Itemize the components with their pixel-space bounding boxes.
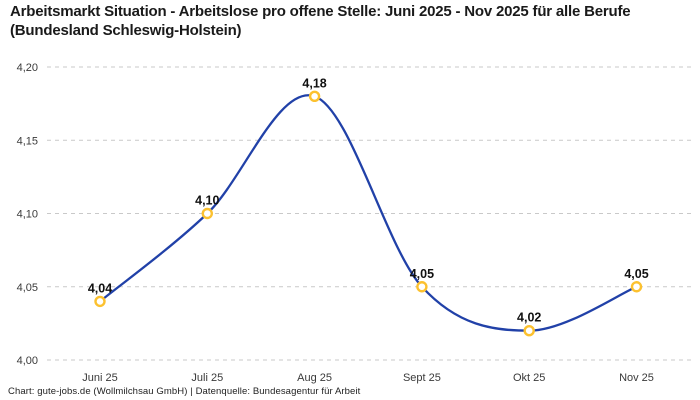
y-axis-tick-label: 4,20: [17, 62, 38, 74]
data-point-label: 4,10: [195, 194, 219, 208]
y-axis-tick-label: 4,00: [17, 355, 38, 367]
data-point-marker: [94, 295, 106, 308]
chart-footer-credit: Chart: gute-jobs.de (Wollmilchsau GmbH) …: [8, 386, 361, 397]
data-point-marker: [630, 281, 643, 293]
x-axis-tick-label: Sept 25: [403, 372, 441, 384]
x-axis-tick-label: Nov 25: [619, 372, 654, 384]
x-axis-tick-label: Juni 25: [82, 372, 117, 384]
y-axis-tick-label: 4,15: [17, 135, 38, 147]
data-point-label: 4,18: [302, 76, 326, 90]
chart-title: Arbeitsmarkt Situation - Arbeitslose pro…: [10, 3, 631, 39]
data-point-marker: [308, 90, 321, 103]
x-axis-tick-label: Okt 25: [513, 372, 545, 384]
data-point-label: 4,05: [624, 267, 648, 281]
data-point-label: 4,05: [410, 267, 434, 281]
data-point-label: 4,02: [517, 311, 541, 325]
data-point-marker: [416, 281, 428, 293]
x-axis-tick-label: Juli 25: [191, 372, 223, 384]
data-point-marker: [201, 207, 214, 220]
data-point-marker: [523, 325, 535, 337]
line-series: [98, 94, 638, 332]
data-point-label: 4,04: [88, 281, 112, 295]
y-axis-tick-label: 4,10: [17, 209, 38, 221]
x-axis-tick-label: Aug 25: [297, 372, 332, 384]
y-axis-tick-label: 4,05: [17, 282, 38, 294]
